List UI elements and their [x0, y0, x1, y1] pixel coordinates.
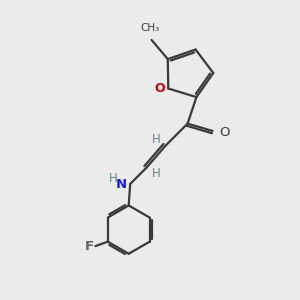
Text: N: N	[116, 178, 127, 191]
Text: H: H	[152, 167, 161, 180]
Text: O: O	[219, 126, 230, 139]
Text: H: H	[109, 172, 118, 184]
Text: CH₃: CH₃	[140, 23, 160, 34]
Text: O: O	[155, 82, 165, 95]
Text: F: F	[85, 240, 94, 253]
Text: H: H	[152, 133, 161, 146]
